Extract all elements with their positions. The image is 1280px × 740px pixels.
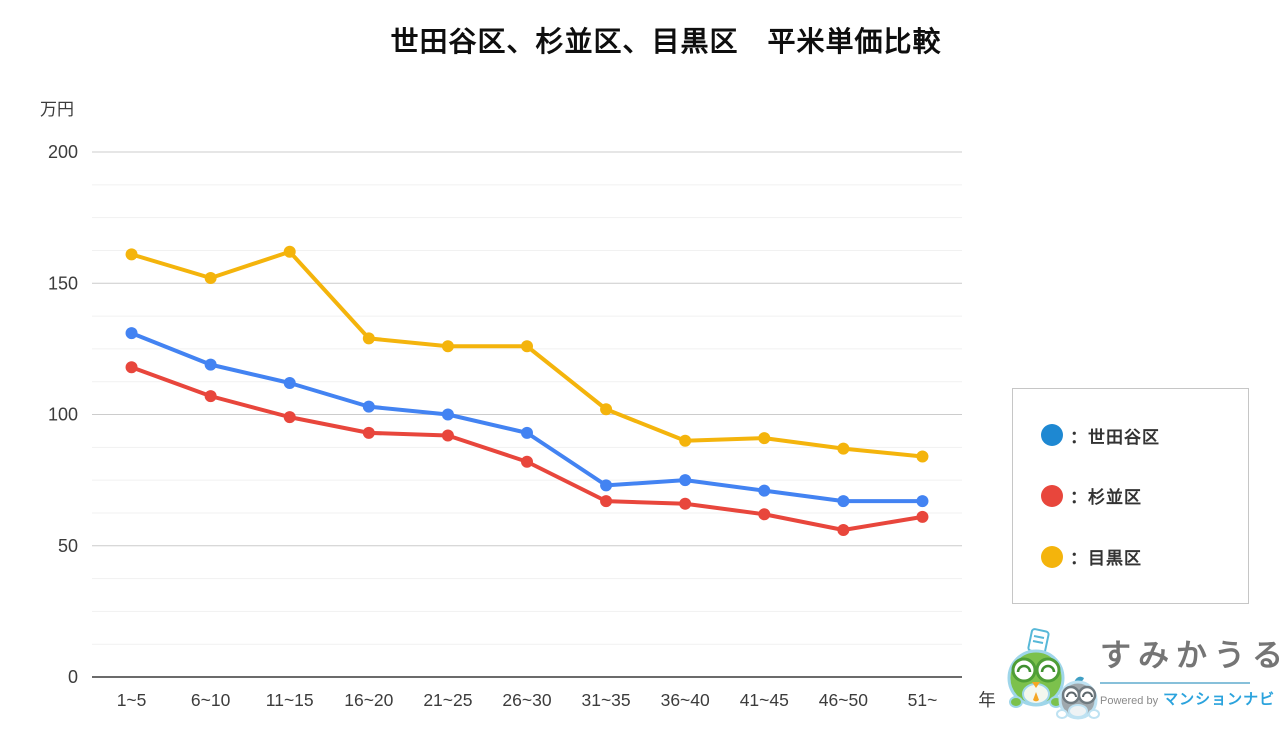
data-point (521, 426, 533, 439)
data-point (362, 400, 375, 413)
x-tick-label: 1~5 (117, 690, 147, 710)
legend-label: ：目黒区 (1070, 549, 1142, 569)
mascot-icon (1007, 628, 1100, 720)
x-tick-label: 31~35 (582, 690, 631, 710)
legend-color-dot (1041, 484, 1063, 507)
data-point (600, 495, 613, 508)
legend-item: ：杉並区 (1041, 483, 1238, 508)
data-point (521, 455, 533, 468)
data-point (679, 497, 692, 510)
data-point (600, 479, 613, 492)
y-tick-label: 150 (48, 273, 78, 293)
legend-label: ：杉並区 (1070, 488, 1142, 508)
data-point (758, 484, 771, 497)
brand-logo: すみかうる Powered by マンションナビ (1004, 620, 1280, 728)
x-tick-label: 51~ (908, 690, 938, 710)
legend: ：世田谷区 ：杉並区 ：目黒区 (1012, 388, 1249, 604)
data-point (283, 245, 296, 258)
powered-by-label: Powered by (1100, 695, 1159, 707)
chart-title: 世田谷区、杉並区、目黒区 平米単価比較 (390, 26, 942, 57)
data-point (916, 510, 929, 523)
y-tick-label: 50 (58, 536, 78, 556)
data-point (916, 450, 929, 463)
y-axis-labels: 0 50 100 150 200 (48, 142, 78, 687)
data-point (916, 495, 929, 508)
series-line (129, 331, 925, 504)
x-tick-label: 16~20 (344, 690, 393, 710)
logo-divider (1100, 682, 1250, 684)
y-tick-label: 100 (48, 405, 78, 425)
legend-item: ：目黒区 (1041, 544, 1238, 569)
data-point (758, 508, 771, 521)
legend-label: ：世田谷区 (1070, 427, 1160, 447)
data-point (283, 377, 296, 389)
data-point (362, 426, 375, 439)
data-point (600, 403, 613, 416)
data-point (125, 361, 138, 374)
data-point (125, 248, 138, 261)
data-point (837, 495, 850, 508)
series-0 (125, 327, 929, 508)
data-point (521, 340, 533, 353)
data-point (362, 332, 375, 345)
series-line (129, 365, 925, 532)
data-point (679, 474, 692, 487)
x-tick-label: 26~30 (502, 690, 551, 710)
data-point (204, 358, 217, 371)
series-2 (125, 245, 929, 463)
x-tick-label: 21~25 (423, 690, 472, 710)
powered-by-brand: マンションナビ (1163, 691, 1276, 708)
data-point (441, 429, 454, 442)
y-axis-unit-label: 万円 (40, 100, 74, 119)
data-point (679, 434, 692, 447)
data-point (204, 390, 217, 403)
data-point (441, 408, 454, 421)
x-tick-label: 46~50 (819, 690, 868, 710)
data-point (204, 272, 217, 284)
data-point (837, 524, 850, 536)
y-tick-label: 200 (48, 142, 78, 162)
series-1 (125, 361, 929, 536)
x-tick-label: 41~45 (740, 690, 789, 710)
y-tick-label: 0 (68, 667, 78, 687)
brand-name: すみかうる (1100, 638, 1280, 673)
x-tick-label: 6~10 (191, 690, 231, 710)
data-point (837, 442, 850, 455)
legend-item: ：世田谷区 (1041, 423, 1238, 448)
data-point (758, 432, 771, 445)
data-point (125, 327, 138, 340)
series-line (129, 249, 925, 459)
legend-color-dot (1041, 424, 1063, 447)
x-axis-labels: 1~5 6~10 11~15 16~20 21~25 26~30 31~35 36~40 41~… (117, 690, 938, 710)
data-point (283, 411, 296, 424)
legend-color-dot (1041, 545, 1063, 568)
x-tick-label: 11~15 (266, 690, 314, 710)
data-point (441, 340, 454, 353)
x-axis-unit-label: 年 (978, 690, 996, 710)
x-tick-label: 36~40 (661, 690, 710, 710)
